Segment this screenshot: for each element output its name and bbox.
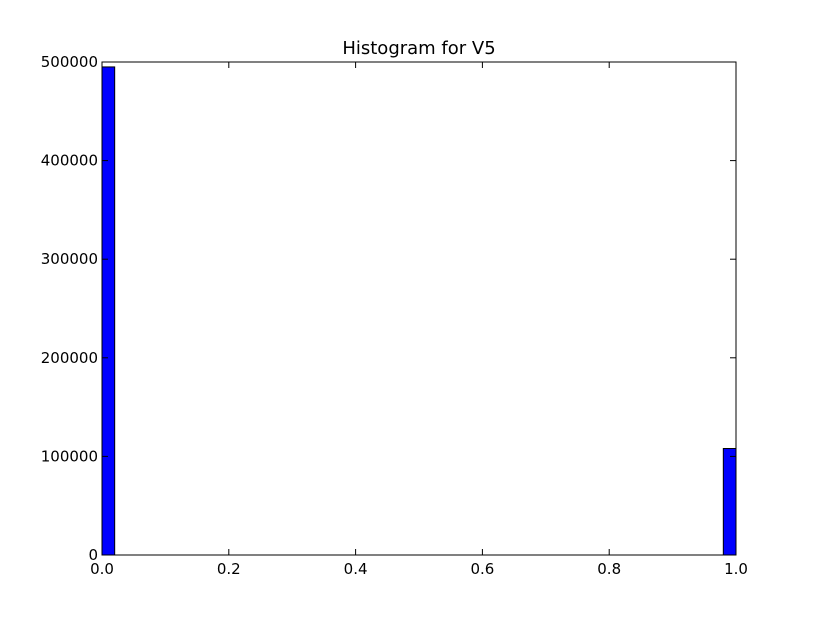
y-tick-label: 100000 <box>41 447 98 465</box>
x-tick-label: 1.0 <box>724 560 748 578</box>
histogram-bar <box>101 66 116 556</box>
y-tick-label: 400000 <box>41 152 98 170</box>
histogram-bar <box>722 448 737 556</box>
y-tick-label: 0 <box>88 546 98 564</box>
plot-frame <box>101 61 737 556</box>
x-tick-label: 0.0 <box>90 560 114 578</box>
x-tick-label: 0.2 <box>217 560 241 578</box>
y-tick-label: 300000 <box>41 250 98 268</box>
y-tick-label: 200000 <box>41 349 98 367</box>
chart-title: Histogram for V5 <box>342 38 495 59</box>
x-tick-label: 0.4 <box>344 560 368 578</box>
x-axis: 0.0 0.2 0.4 0.6 0.8 1.0 <box>90 62 748 578</box>
y-axis: 0 100000 200000 300000 400000 500000 <box>41 53 736 564</box>
x-tick-label: 0.8 <box>597 560 621 578</box>
y-tick-label: 500000 <box>41 53 98 71</box>
x-tick-label: 0.6 <box>470 560 494 578</box>
